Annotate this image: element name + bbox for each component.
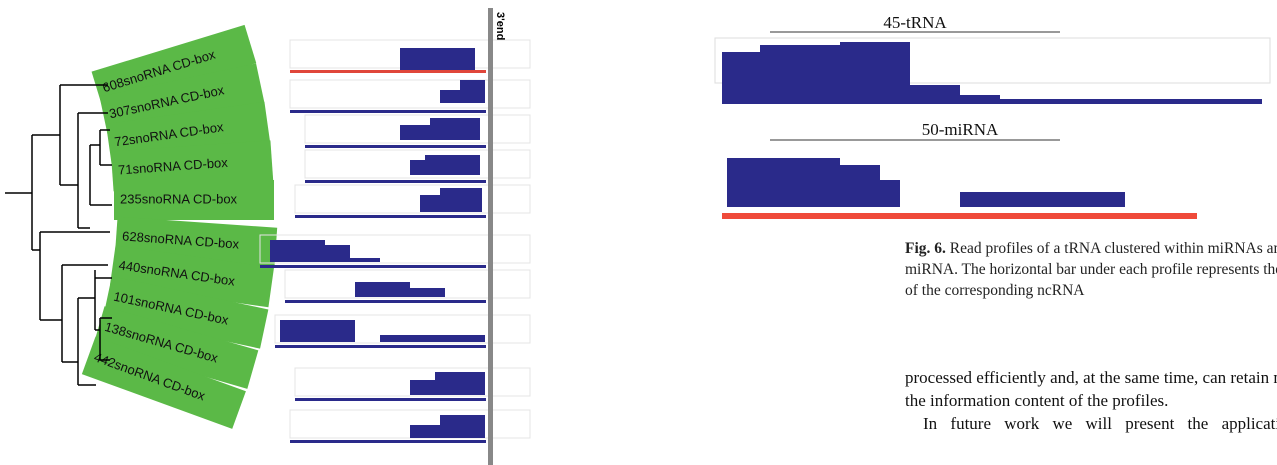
- caption-line: of the corresponding ncRNA: [905, 280, 1277, 301]
- annotation-bar: [722, 99, 1262, 104]
- profile-area: [960, 192, 1125, 207]
- profile-panel: 50-miRNA: [722, 120, 1197, 219]
- end-label: 3'end: [494, 12, 506, 40]
- page: {"figure_left": {"labels": ["608snoRNA C…: [0, 0, 1277, 465]
- annotation-bar: [290, 110, 486, 113]
- caption: Fig. 6. Read profiles of a tRNA clustere…: [905, 238, 1277, 301]
- paragraph-line: processed efficiently and, at the same t…: [905, 366, 1277, 389]
- end-bar: [488, 8, 493, 465]
- profile-area: [410, 155, 480, 175]
- profile-panel: 45-tRNA: [715, 13, 1270, 104]
- annotation-bar: [290, 70, 486, 73]
- cluster-label: 235snoRNA CD-box: [120, 191, 238, 206]
- annotation-bar: [295, 215, 486, 218]
- profile-area: [410, 372, 485, 395]
- profile-area: [727, 158, 900, 207]
- profile-area: [440, 80, 485, 103]
- profile-frame: [295, 185, 530, 213]
- panel-title: 45-tRNA: [883, 13, 947, 32]
- annotation-bar: [275, 345, 486, 348]
- profile-area: [355, 282, 445, 297]
- caption-line: miRNA. The horizontal bar under each pro…: [905, 259, 1277, 280]
- annotation-bar: [285, 300, 486, 303]
- caption-label: Fig. 6.: [905, 240, 946, 257]
- annotation-bar: [260, 265, 486, 268]
- paragraph-line: In future work we will present the appli…: [905, 412, 1277, 435]
- paragraph: processed efficiently and, at the same t…: [905, 366, 1277, 435]
- annotation-bar: [722, 213, 1197, 219]
- profile-area: [400, 48, 475, 70]
- profile-area: [722, 42, 1000, 100]
- profile-frame: [290, 80, 530, 108]
- profile-area: [280, 320, 485, 342]
- caption-line: Read profiles of a tRNA clustered within…: [950, 240, 1277, 257]
- annotation-bar: [305, 145, 486, 148]
- panel-title: 50-miRNA: [922, 120, 999, 139]
- profile-area: [400, 118, 480, 140]
- profile-area: [410, 415, 485, 438]
- annotation-bar: [305, 180, 486, 183]
- paragraph-line: the information content of the profiles.: [905, 389, 1277, 412]
- annotation-bar: [295, 398, 486, 401]
- annotation-bar: [290, 440, 486, 443]
- profile-area: [420, 188, 482, 212]
- profile-area: [270, 240, 380, 262]
